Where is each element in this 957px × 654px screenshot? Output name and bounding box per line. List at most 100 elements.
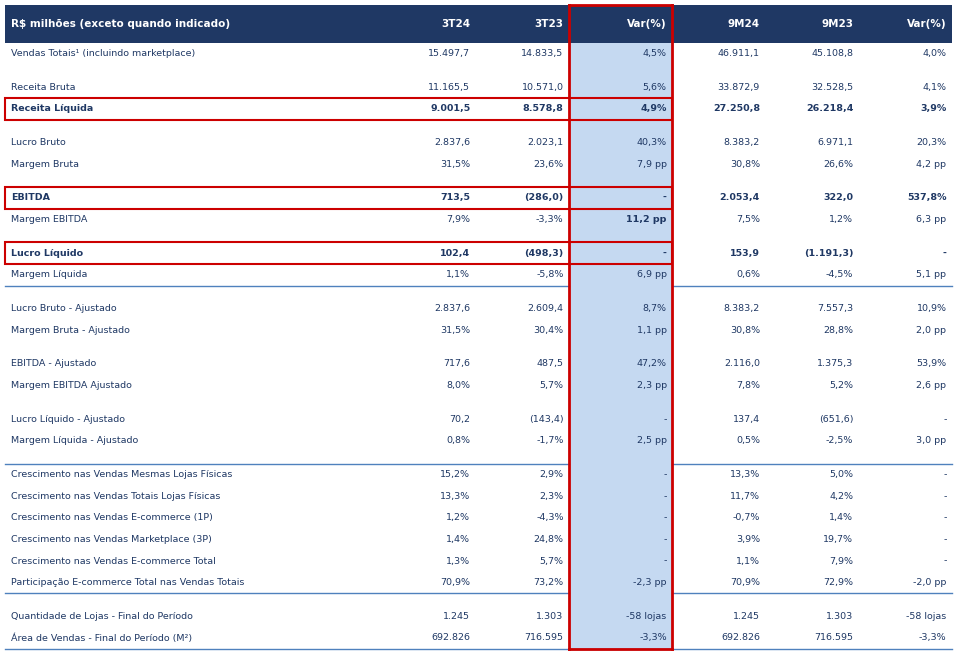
Bar	[5, 286, 383, 298]
Bar	[859, 77, 952, 98]
Bar	[383, 209, 476, 230]
Bar	[569, 64, 673, 77]
Text: Área de Vendas - Final do Período (M²): Área de Vendas - Final do Período (M²)	[11, 633, 192, 643]
Bar	[5, 375, 383, 396]
Bar	[476, 485, 569, 507]
Text: 73,2%: 73,2%	[533, 578, 564, 587]
Bar	[383, 606, 476, 627]
Bar	[673, 353, 766, 375]
Text: 31,5%: 31,5%	[440, 160, 470, 169]
Bar	[569, 187, 673, 209]
Bar	[766, 298, 859, 319]
Bar	[383, 396, 476, 409]
Text: 2.023,1: 2.023,1	[527, 138, 564, 147]
Bar	[5, 175, 383, 187]
Text: 70,9%: 70,9%	[730, 578, 760, 587]
Text: 30,8%: 30,8%	[730, 160, 760, 169]
Text: Margem EBITDA Ajustado: Margem EBITDA Ajustado	[11, 381, 132, 390]
Text: Receita Bruta: Receita Bruta	[11, 82, 76, 92]
Text: 1,1%: 1,1%	[736, 557, 760, 566]
Text: -4,3%: -4,3%	[536, 513, 564, 523]
Bar	[859, 298, 952, 319]
Bar	[859, 131, 952, 153]
Bar	[569, 353, 673, 375]
Text: 7,8%: 7,8%	[736, 381, 760, 390]
Text: 2.116,0: 2.116,0	[723, 360, 760, 368]
Bar	[569, 550, 673, 572]
Bar	[476, 187, 569, 209]
Bar	[859, 452, 952, 464]
Bar	[476, 131, 569, 153]
Bar	[673, 187, 766, 209]
Bar	[5, 593, 383, 606]
Text: 3,9%: 3,9%	[921, 104, 946, 113]
Bar	[5, 507, 383, 528]
Text: -4,5%: -4,5%	[826, 270, 854, 279]
Text: 5,7%: 5,7%	[540, 557, 564, 566]
Text: 7,9%: 7,9%	[446, 215, 470, 224]
Text: Quantidade de Lojas - Final do Período: Quantidade de Lojas - Final do Período	[11, 612, 193, 621]
Bar	[476, 43, 569, 64]
Text: 3T24: 3T24	[441, 19, 470, 29]
Text: -: -	[943, 415, 946, 424]
Text: 3T23: 3T23	[535, 19, 564, 29]
Bar	[569, 43, 673, 64]
Text: Crescimento nas Vendas Totais Lojas Físicas: Crescimento nas Vendas Totais Lojas Físi…	[11, 492, 221, 501]
Bar	[766, 485, 859, 507]
Text: 30,4%: 30,4%	[533, 326, 564, 335]
Bar	[766, 264, 859, 286]
Bar	[476, 606, 569, 627]
Bar	[5, 98, 673, 120]
Bar	[766, 43, 859, 64]
Bar	[859, 464, 952, 485]
Bar	[569, 341, 673, 353]
Bar	[476, 572, 569, 593]
Bar	[766, 98, 859, 120]
Bar	[476, 528, 569, 550]
Text: 53,9%: 53,9%	[917, 360, 946, 368]
Text: Var(%): Var(%)	[627, 19, 667, 29]
Bar	[476, 353, 569, 375]
Bar	[766, 507, 859, 528]
Text: 20,3%: 20,3%	[917, 138, 946, 147]
Bar	[5, 298, 383, 319]
Bar	[476, 507, 569, 528]
Bar	[569, 264, 673, 286]
Text: (143,4): (143,4)	[529, 415, 564, 424]
Text: 5,2%: 5,2%	[829, 381, 854, 390]
Text: 692.826: 692.826	[432, 634, 470, 642]
Text: 2.837,6: 2.837,6	[434, 304, 470, 313]
Text: Participação E-commerce Total nas Vendas Totais: Participação E-commerce Total nas Vendas…	[11, 578, 245, 587]
Text: EBITDA - Ajustado: EBITDA - Ajustado	[11, 360, 97, 368]
Bar	[569, 98, 673, 120]
Bar	[476, 627, 569, 649]
Bar	[476, 452, 569, 464]
Text: 1,2%: 1,2%	[446, 513, 470, 523]
Bar	[673, 286, 766, 298]
Bar	[569, 209, 673, 230]
Bar	[5, 153, 383, 175]
Bar	[383, 298, 476, 319]
Bar	[476, 64, 569, 77]
Text: 33.872,9: 33.872,9	[718, 82, 760, 92]
Text: 14.833,5: 14.833,5	[522, 49, 564, 58]
Text: 70,2: 70,2	[449, 415, 470, 424]
Text: (651,6): (651,6)	[818, 415, 854, 424]
Bar	[5, 341, 383, 353]
Bar	[859, 120, 952, 131]
Bar	[5, 409, 383, 430]
Bar	[673, 507, 766, 528]
Text: -: -	[663, 415, 667, 424]
Text: 10,9%: 10,9%	[917, 304, 946, 313]
Bar	[859, 286, 952, 298]
Text: Lucro Bruto - Ajustado: Lucro Bruto - Ajustado	[11, 304, 117, 313]
Bar	[476, 409, 569, 430]
Bar	[673, 64, 766, 77]
Text: 1.303: 1.303	[826, 612, 854, 621]
Bar	[569, 464, 673, 485]
Bar	[569, 153, 673, 175]
Bar	[476, 396, 569, 409]
Bar	[569, 528, 673, 550]
Text: 717,6: 717,6	[443, 360, 470, 368]
Bar	[476, 243, 569, 264]
